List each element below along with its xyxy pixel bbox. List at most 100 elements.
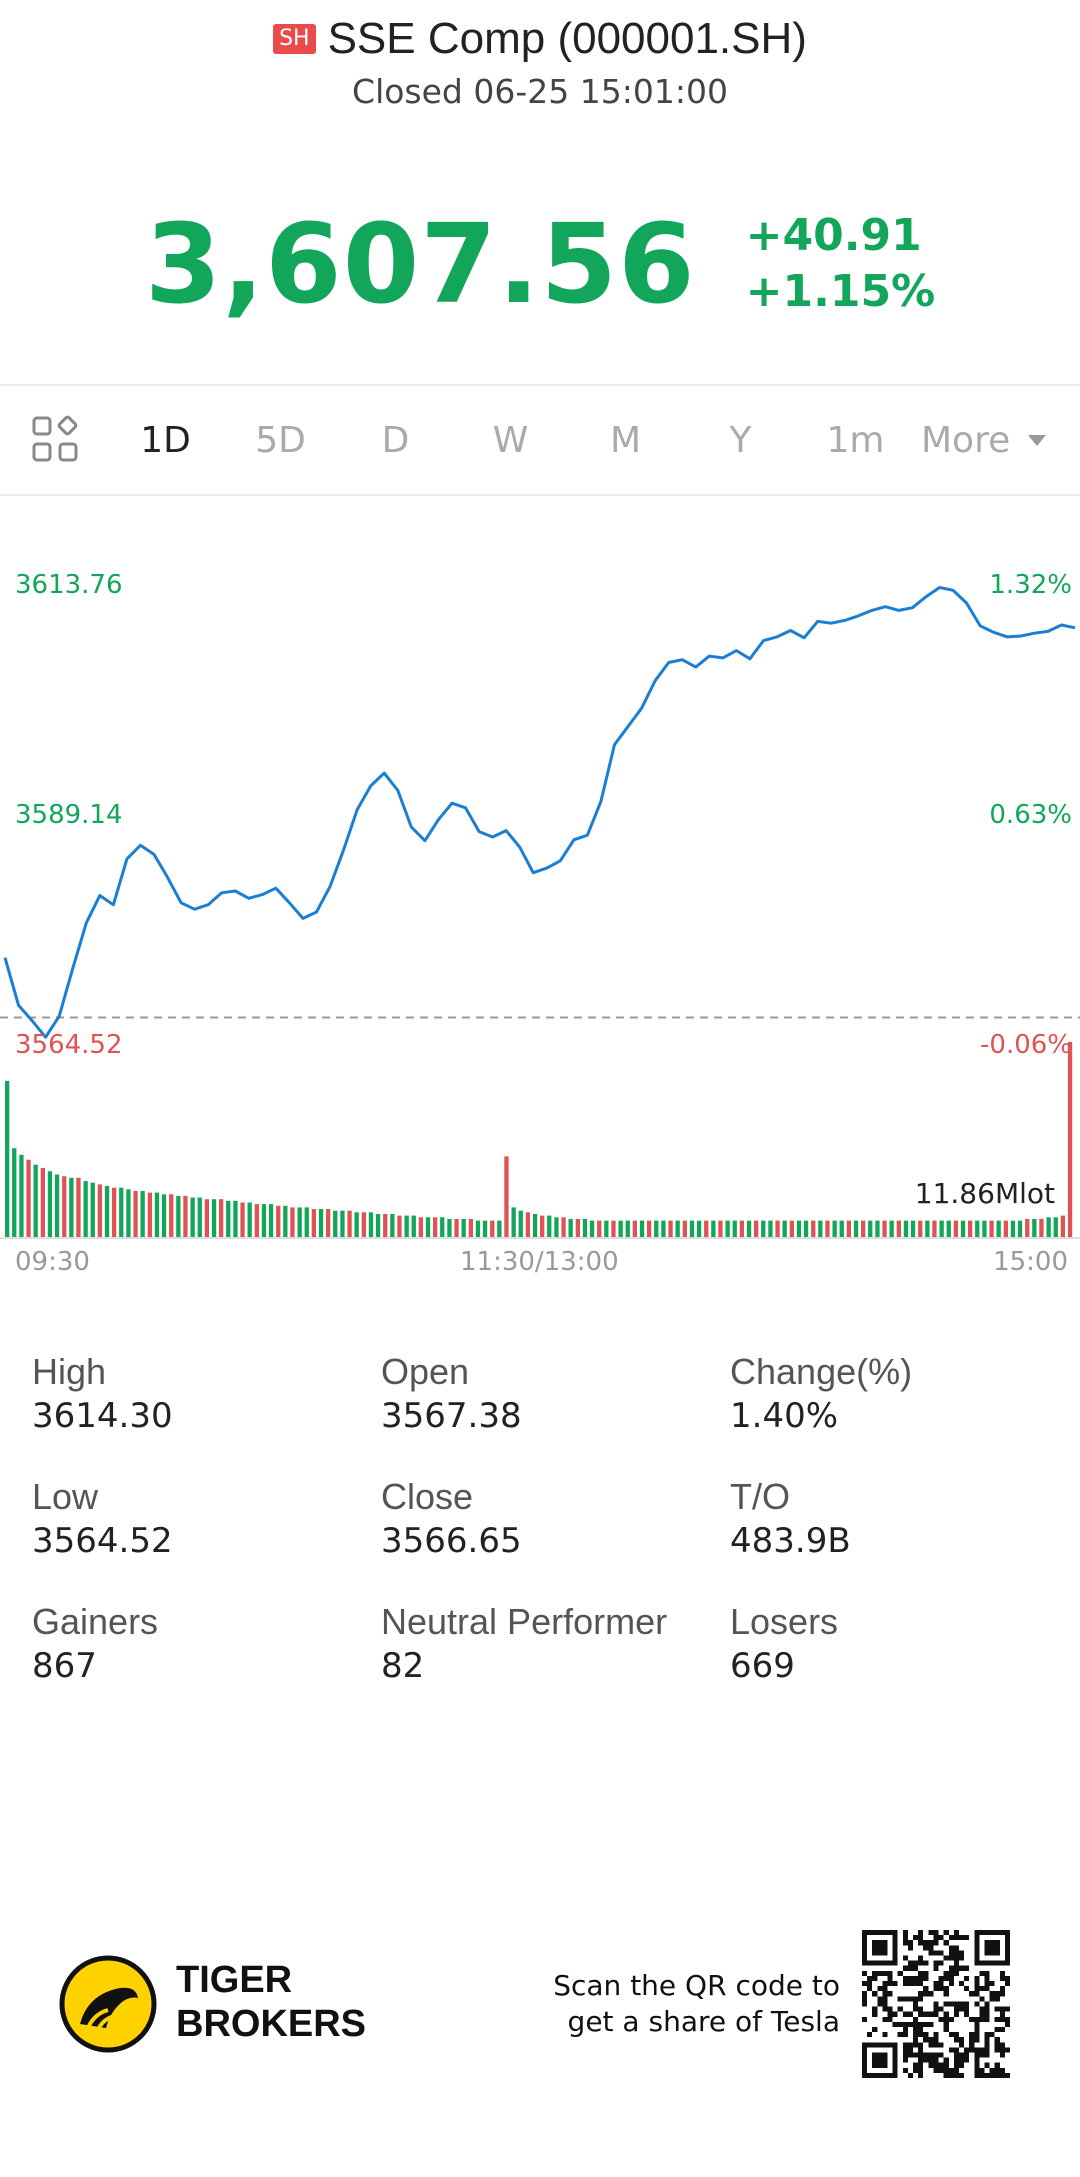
volume-bar <box>504 1156 509 1237</box>
volume-bar <box>868 1220 873 1237</box>
price-line <box>3 586 1076 1039</box>
tab-5d[interactable]: 5D <box>255 419 306 461</box>
volume-bar <box>975 1220 980 1237</box>
stat-neutral: Neutral Performer 82 <box>381 1600 730 1690</box>
volume-bar <box>682 1220 687 1237</box>
volume-bar <box>1003 1220 1008 1237</box>
brand-name: TIGER BROKERS <box>176 1958 366 2046</box>
volume-bar <box>112 1187 117 1237</box>
volume-bar <box>861 1220 866 1237</box>
tab-weekly[interactable]: W <box>492 419 529 461</box>
volume-bar <box>832 1220 837 1237</box>
volume-bar <box>297 1207 302 1237</box>
tab-more[interactable]: More <box>921 420 1047 461</box>
volume-bar <box>361 1212 366 1237</box>
volume-bar <box>589 1220 595 1237</box>
stat-value: 3567.38 <box>381 1396 522 1428</box>
volume-bar <box>946 1220 951 1237</box>
stat-turnover: T/O 483.9B <box>730 1475 1060 1565</box>
stat-value: 3614.30 <box>32 1396 173 1428</box>
volume-bar <box>511 1207 516 1237</box>
volume-bar <box>568 1218 573 1237</box>
volume-bar <box>197 1197 202 1237</box>
volume-bar <box>311 1209 316 1237</box>
volume-bar <box>204 1199 209 1237</box>
volume-bar <box>226 1200 231 1237</box>
volume-bar <box>846 1220 851 1237</box>
time-label-close: 15:00 <box>993 1247 1068 1277</box>
qr-code-icon[interactable] <box>862 1930 1010 2078</box>
quote-header: SH SSE Comp (000001.SH) Closed 06-25 15:… <box>0 0 1080 384</box>
volume-bar <box>611 1220 616 1237</box>
volume-bar <box>982 1220 987 1237</box>
volume-bar <box>1025 1218 1030 1237</box>
volume-bar <box>90 1182 95 1237</box>
stat-label: High <box>32 1351 107 1392</box>
tab-yearly[interactable]: Y <box>729 419 752 461</box>
stat-label: Low <box>32 1476 99 1517</box>
price-label-low: 3564.52 <box>15 1030 123 1060</box>
intraday-chart[interactable]: 3613.76 3589.14 3564.52 1.32% 0.63% -0.0… <box>0 495 1080 1295</box>
volume-bar <box>104 1186 110 1237</box>
volume-bar <box>19 1154 24 1237</box>
price-label-mid: 3589.14 <box>15 800 123 830</box>
volume-bar <box>1060 1215 1065 1237</box>
stat-value: 3564.52 <box>32 1521 173 1553</box>
volume-bar <box>811 1220 816 1237</box>
volume-bar <box>482 1220 488 1237</box>
volume-bar <box>283 1205 288 1237</box>
volume-bar <box>169 1194 174 1237</box>
volume-bar <box>418 1217 423 1237</box>
volume-bar <box>433 1217 438 1237</box>
stat-label: Close <box>381 1476 474 1517</box>
title-row: SH SSE Comp (000001.SH) <box>0 14 1080 64</box>
volume-label: 11.86Mlot <box>914 1177 1055 1210</box>
stat-label: Losers <box>730 1601 839 1642</box>
volume-bar <box>411 1215 416 1237</box>
volume-bar <box>1017 1220 1023 1237</box>
pct-label-high: 1.32% <box>989 570 1072 600</box>
stat-high: High 3614.30 <box>32 1350 381 1440</box>
volume-bar <box>540 1215 545 1237</box>
volume-bar <box>475 1220 481 1237</box>
volume-bar <box>183 1195 188 1237</box>
volume-bar <box>62 1176 67 1237</box>
volume-bar <box>746 1220 752 1237</box>
tab-daily[interactable]: D <box>381 419 410 461</box>
price-change: +40.91 <box>745 210 922 261</box>
volume-bar <box>326 1209 331 1237</box>
volume-bar <box>518 1210 523 1237</box>
tab-1d[interactable]: 1D <box>140 419 191 461</box>
volume-bar <box>233 1200 238 1237</box>
volume-bar <box>668 1220 673 1237</box>
stat-value: 669 <box>730 1646 795 1678</box>
stat-losers: Losers 669 <box>730 1600 1060 1690</box>
stat-label: Neutral Performer <box>381 1601 668 1642</box>
volume-bar <box>240 1202 245 1237</box>
volume-bar <box>925 1220 930 1237</box>
chevron-down-icon <box>1028 434 1047 446</box>
stat-open: Open 3567.38 <box>381 1350 730 1440</box>
volume-bar <box>5 1080 10 1237</box>
volume-bar <box>69 1177 74 1237</box>
volume-bar <box>789 1220 794 1237</box>
grid-icon[interactable] <box>26 410 86 470</box>
volume-bar <box>889 1220 894 1237</box>
last-price: 3,607.56 <box>144 200 696 328</box>
tab-1m[interactable]: 1m <box>826 419 885 461</box>
volume-bar <box>882 1220 887 1237</box>
volume-bar <box>711 1220 716 1237</box>
volume-bar <box>932 1220 937 1237</box>
market-badge: SH <box>273 24 316 54</box>
tab-monthly[interactable]: M <box>609 419 642 461</box>
volume-bar <box>732 1220 737 1237</box>
pct-label-mid: 0.63% <box>989 800 1072 830</box>
stats-grid: High 3614.30 Open 3567.38 Change(%) 1.40… <box>32 1350 1062 1690</box>
volume-bar <box>839 1220 844 1237</box>
stat-label: Gainers <box>32 1601 159 1642</box>
volume-bar <box>968 1220 973 1237</box>
volume-bar <box>140 1191 145 1237</box>
volume-bar <box>254 1204 259 1237</box>
divider <box>0 384 1080 386</box>
volume-bar <box>268 1204 274 1237</box>
